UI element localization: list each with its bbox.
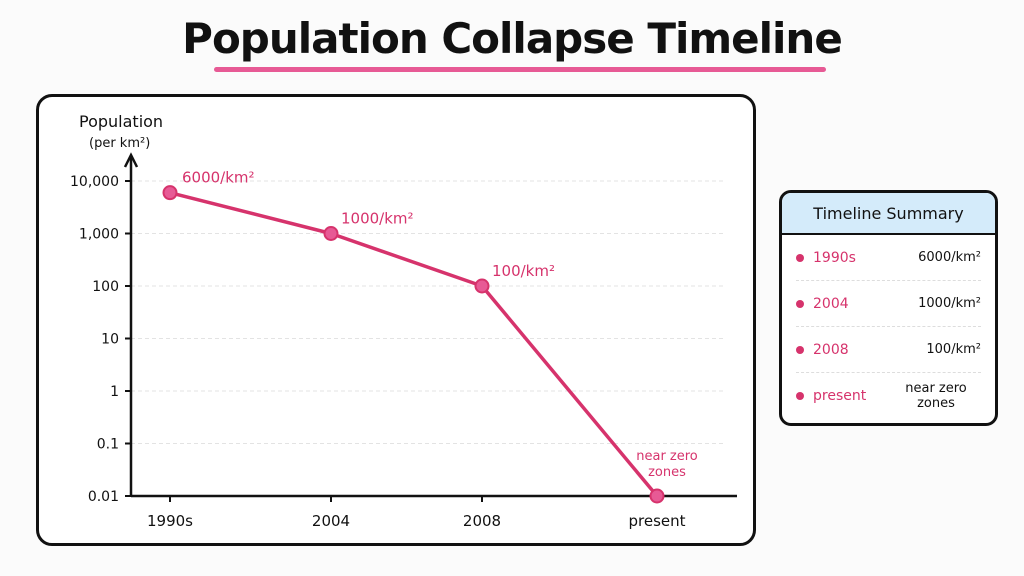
y-tick-label: 1,000 [79,227,119,243]
summary-row: 2004 1000/km² [796,281,981,327]
y-tick-label: 0.01 [88,489,119,505]
x-tick-label: 2008 [463,512,501,530]
summary-title: Timeline Summary [782,193,995,235]
population-chart: 10,000 1,000 100 10 1 0.1 0.01 Population (per k… [70,112,737,530]
summary-row: 2008 100/km² [796,327,981,373]
summary-row-label: 2008 [813,341,849,358]
summary-row-label: present [813,387,867,404]
y-tick-label: 100 [92,279,119,295]
data-label: 1000/km² [341,210,414,228]
data-label: 6000/km² [182,169,255,187]
summary-row: 1990s 6000/km² [796,235,981,281]
y-tick-label: 1 [110,384,119,400]
data-point [649,488,665,504]
x-tick-label: present [628,512,685,530]
y-axis-arrow [123,152,139,168]
summary-row-value: 6000/km² [918,250,981,265]
bullet-dot [796,299,804,308]
data-point [474,278,490,294]
x-tick-label: 1990s [147,512,193,530]
bullet-dot [796,391,804,400]
bullet-dot [796,345,804,354]
timeline-summary: Timeline Summary 1990s 6000/km² 2004 1000/k… [779,190,998,426]
data-point [162,185,178,201]
data-point [323,226,339,241]
summary-row-value: 100/km² [926,342,981,357]
y-axis-unit: (per km²) [89,136,150,151]
page-title: Population Collapse Timeline [182,14,843,63]
summary-row-value: 1000/km² [918,296,981,311]
summary-row-value: near zero zones [905,380,967,411]
y-axis-label: Population [79,112,163,131]
chart-panel: 10,000 1,000 100 10 1 0.1 0.01 Population (per k… [36,94,756,546]
y-tick-label: 10,000 [70,174,119,190]
bullet-dot [796,253,804,262]
x-tick-label: 2004 [312,512,350,530]
y-tick-label: 0.1 [97,437,119,453]
series-line [168,190,659,498]
summary-row-label: 1990s [813,249,856,266]
summary-row-label: 2004 [813,295,849,312]
y-tick-label: 10 [101,332,119,348]
summary-row: present near zero zones [796,373,981,418]
title-underline [214,67,826,72]
data-label: near zero zones [636,449,698,480]
data-label: 100/km² [492,262,555,280]
